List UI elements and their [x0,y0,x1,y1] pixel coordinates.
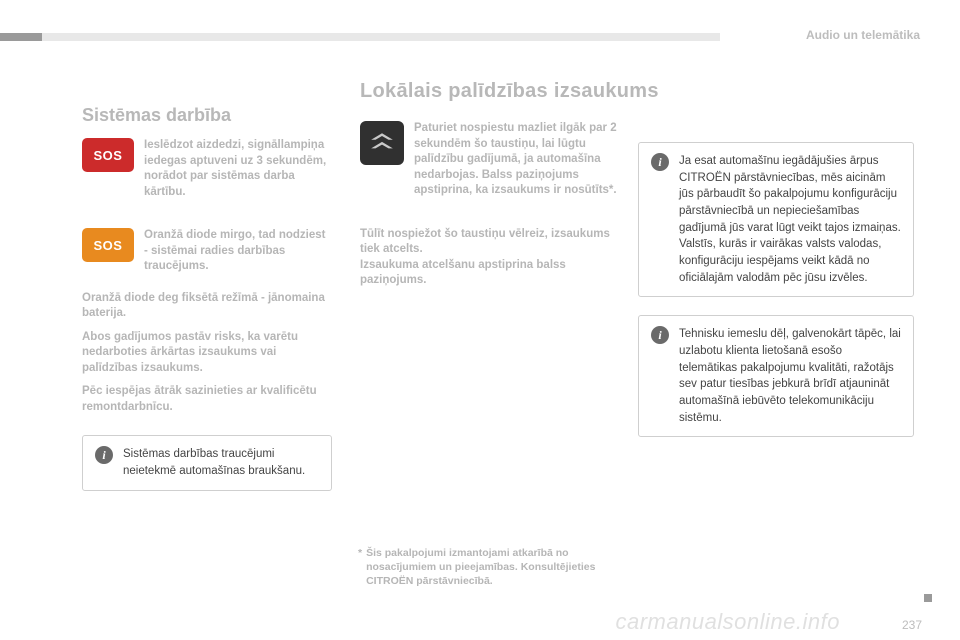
right-column: i Ja esat automašīnu iegādājušies ārpus … [638,142,914,437]
info-icon: i [651,326,669,344]
page-marker [924,594,932,602]
header-bar [0,33,720,41]
info-icon: i [651,153,669,171]
left-info-box: i Sistēmas darbības traucējumi neietekmē… [82,435,332,490]
right-info-text-1: Ja esat automašīnu iegādājušies ārpus CI… [679,153,901,286]
sos-orange-text: Oranžā diode mirgo, tad nodziest - sistē… [144,228,332,275]
right-info-text-2: Tehnisku iemeslu dēļ, galvenokārt tāpēc,… [679,326,901,426]
right-info-box-2: i Tehnisku iemeslu dēļ, galvenokārt tāpē… [638,315,914,437]
sos-orange-badge: SOS [82,228,134,262]
manual-page: Audio un telemātika Sistēmas darbība SOS… [0,0,960,640]
mid-para-1: Tūlīt nospiežot šo taustiņu vēlreiz, izs… [360,227,625,258]
left-info-text: Sistēmas darbības traucējumi neietekmē a… [123,446,319,479]
left-heading: Sistēmas darbība [82,105,332,126]
sos-orange-row: SOS Oranžā diode mirgo, tad nodziest - s… [82,228,332,275]
assist-badge [360,121,404,165]
header-bar-accent [0,33,42,41]
footnote: * Šis pakalpojumi izmantojami atkarībā n… [358,546,628,589]
section-header: Audio un telemātika [806,28,920,42]
info-icon: i [95,446,113,464]
assist-row: Paturiet nospiestu mazliet ilgāk par 2 s… [360,121,625,199]
watermark: carmanualsonline.info [615,609,840,635]
page-number: 237 [902,618,922,632]
chevron-logo-icon [369,130,395,156]
sos-red-text: Ieslēdzot aizdedzi, signāllampiņa iedega… [144,138,332,200]
sos-red-row: SOS Ieslēdzot aizdedzi, signāllampiņa ie… [82,138,332,200]
left-column: Sistēmas darbība SOS Ieslēdzot aizdedzi,… [82,105,332,491]
mid-heading: Lokālais palīdzības izsaukums [360,80,625,103]
right-info-box-1: i Ja esat automašīnu iegādājušies ārpus … [638,142,914,297]
sos-red-badge: SOS [82,138,134,172]
assist-text: Paturiet nospiestu mazliet ilgāk par 2 s… [414,121,625,199]
footnote-text: Šis pakalpojumi izmantojami atkarībā no … [366,546,628,589]
left-para-2: Abos gadījumos pastāv risks, ka varētu n… [82,330,332,377]
left-para-3: Pēc iespējas ātrāk sazinieties ar kvalif… [82,384,332,415]
left-para-1: Oranžā diode deg fiksētā režīmā - jānoma… [82,291,332,322]
asterisk-icon: * [358,546,362,589]
mid-para-2: Izsaukuma atcelšanu apstiprina balss paz… [360,258,625,289]
middle-column: Lokālais palīdzības izsaukums Paturiet n… [360,80,625,289]
